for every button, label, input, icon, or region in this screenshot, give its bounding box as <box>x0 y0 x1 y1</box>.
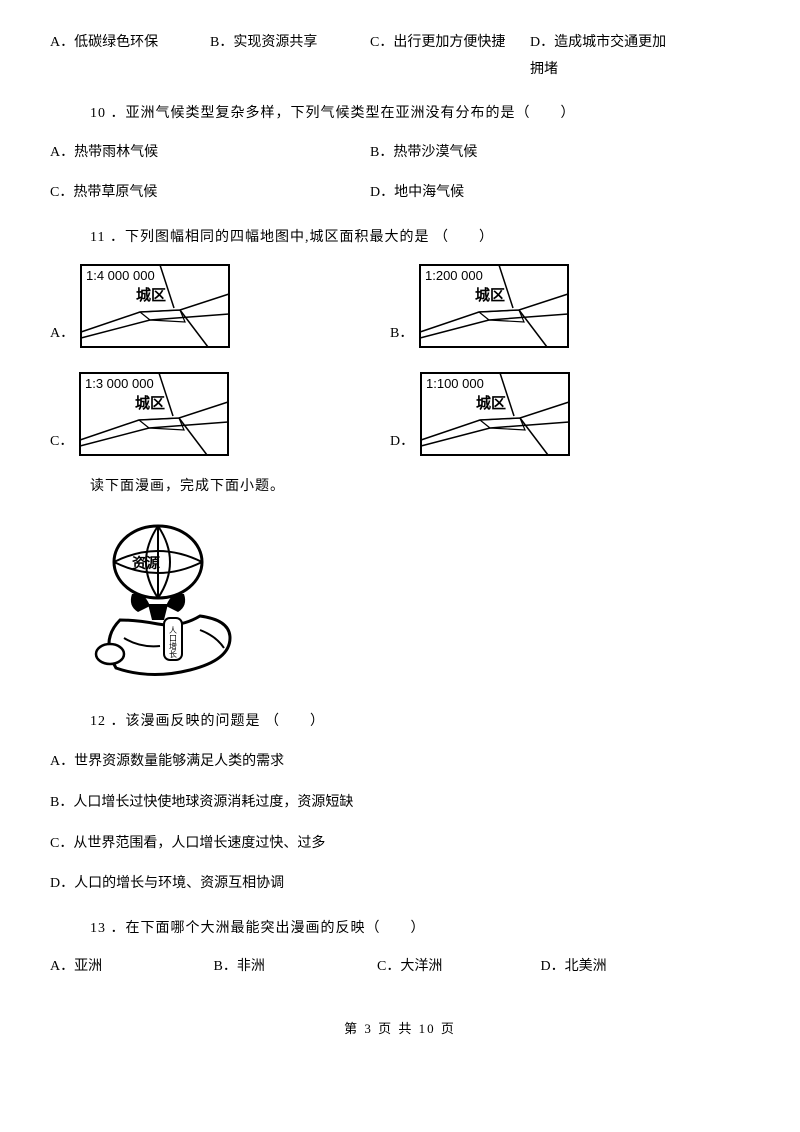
scale-d: 1:100 000 <box>426 376 484 391</box>
scale-c: 1:3 000 000 <box>85 376 154 391</box>
q12-num: 12 ． <box>90 714 126 729</box>
q9-opt-a: A．低碳绿色环保 <box>50 30 210 57</box>
q9-opt-c: C．出行更加方便快捷 <box>370 30 530 57</box>
page: A．低碳绿色环保 B．实现资源共享 C．出行更加方便快捷 D．造成城市交通更加拥… <box>0 0 800 1062</box>
q13-opt-b: B．非洲 <box>214 954 374 981</box>
q12-opt-b: B．人口增长过快使地球资源消耗过度，资源短缺 <box>50 790 750 817</box>
q9-opt-b: B．实现资源共享 <box>210 30 370 57</box>
q11-label-d: D． <box>390 429 414 456</box>
page-footer: 第 3 页 共 10 页 <box>50 1017 750 1042</box>
q11-cell-d: D． 1:100 000 城区 <box>390 372 710 456</box>
q10-text: 亚洲气候类型复杂多样，下列气候类型在亚洲没有分布的是（ ） <box>126 106 576 121</box>
globe-label: 资源 <box>132 555 160 572</box>
q11-cell-c: C． 1:3 000 000 城区 <box>50 372 370 456</box>
map-a: 1:4 000 000 城区 <box>80 264 230 348</box>
q10-opt-b: B．热带沙漠气候 <box>370 140 690 167</box>
q10-stem: 10 ．亚洲气候类型复杂多样，下列气候类型在亚洲没有分布的是（ ） <box>90 101 750 128</box>
q9-opt-d: D．造成城市交通更加拥堵 <box>530 30 680 83</box>
cartoon-intro: 读下面漫画，完成下面小题。 <box>90 474 750 501</box>
q13-stem: 13 ．在下面哪个大洲最能突出漫画的反映（ ） <box>90 916 750 943</box>
cartoon: 资源 人口增长 <box>80 520 750 691</box>
map-b: 1:200 000 城区 <box>419 264 569 348</box>
q12-opt-a: A．世界资源数量能够满足人类的需求 <box>50 749 750 776</box>
q10-num: 10 ． <box>90 106 126 121</box>
q11-label-a: A． <box>50 321 74 348</box>
q13-options: A．亚洲 B．非洲 C．大洋洲 D．北美洲 <box>50 954 750 981</box>
map-label-b: 城区 <box>475 286 505 304</box>
q10-opt-c: C．热带草原气候 <box>50 180 370 207</box>
q12-opt-d: D．人口的增长与环境、资源互相协调 <box>50 871 750 898</box>
cartoon-svg: 资源 人口增长 <box>80 520 250 680</box>
q11-stem: 11 ．下列图幅相同的四幅地图中,城区面积最大的是 （ ） <box>90 225 750 252</box>
q13-num: 13 ． <box>90 921 126 936</box>
map-c: 1:3 000 000 城区 <box>79 372 229 456</box>
q11-num: 11 ． <box>90 230 125 245</box>
q13-opt-d: D．北美洲 <box>541 954 701 981</box>
q10-opt-a: A．热带雨林气候 <box>50 140 370 167</box>
map-d: 1:100 000 城区 <box>420 372 570 456</box>
map-label-d: 城区 <box>476 394 506 412</box>
q11-label-b: B． <box>390 321 413 348</box>
q10-options: A．热带雨林气候 B．热带沙漠气候 C．热带草原气候 D．地中海气候 <box>50 140 750 207</box>
map-label-a: 城区 <box>136 286 166 304</box>
map-label-c: 城区 <box>135 394 165 412</box>
scale-b: 1:200 000 <box>425 268 483 283</box>
q12-opt-c: C．从世界范围看，人口增长速度过快、过多 <box>50 831 750 858</box>
person-label: 人口增长 <box>169 626 178 659</box>
q13-text: 在下面哪个大洲最能突出漫画的反映（ ） <box>126 921 426 936</box>
scale-a: 1:4 000 000 <box>86 268 155 283</box>
q10-opt-d: D．地中海气候 <box>370 180 690 207</box>
q9-options-row: A．低碳绿色环保 B．实现资源共享 C．出行更加方便快捷 D．造成城市交通更加拥… <box>50 30 750 83</box>
q12-stem: 12 ．该漫画反映的问题是 （ ） <box>90 709 750 736</box>
q13-opt-a: A．亚洲 <box>50 954 210 981</box>
q13-opt-c: C．大洋洲 <box>377 954 537 981</box>
q11-label-c: C． <box>50 429 73 456</box>
q11-cell-b: B． 1:200 000 城区 <box>390 264 710 348</box>
q12-options: A．世界资源数量能够满足人类的需求 B．人口增长过快使地球资源消耗过度，资源短缺… <box>50 749 750 897</box>
q11-maps-grid: A． 1:4 000 000 城区 B． 1:200 000 <box>50 264 750 456</box>
q11-cell-a: A． 1:4 000 000 城区 <box>50 264 370 348</box>
q12-text: 该漫画反映的问题是 （ ） <box>126 714 326 729</box>
q11-text: 下列图幅相同的四幅地图中,城区面积最大的是 （ ） <box>125 230 494 245</box>
